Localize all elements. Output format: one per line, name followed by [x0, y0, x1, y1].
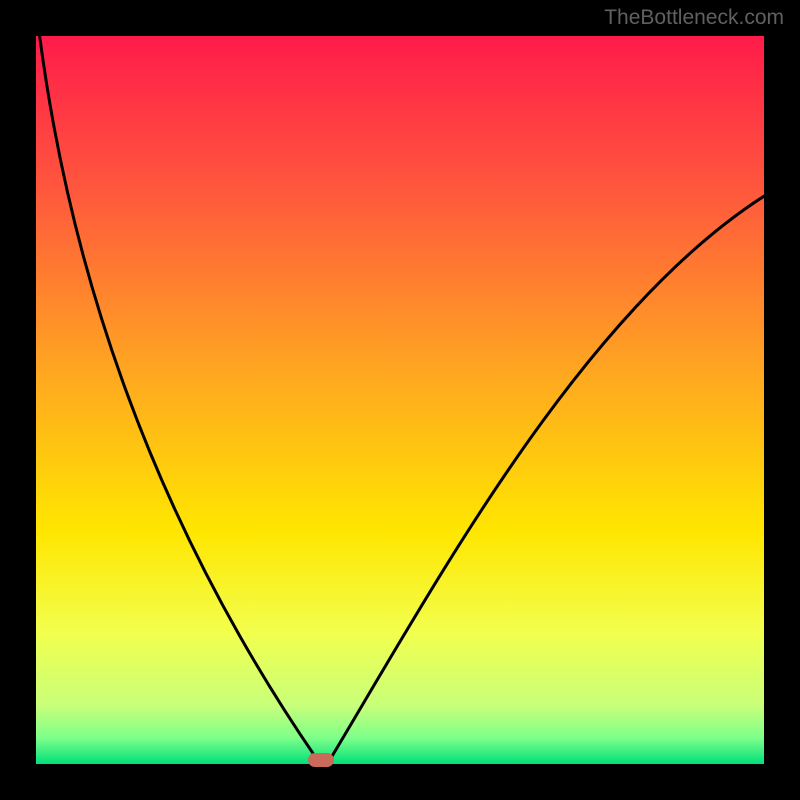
- chart-frame: [0, 0, 800, 800]
- bottleneck-curve: [40, 36, 764, 758]
- plot-area: [36, 36, 764, 764]
- watermark-text: TheBottleneck.com: [604, 6, 784, 30]
- bottleneck-chart: [36, 36, 764, 764]
- optimal-point-marker: [308, 753, 334, 767]
